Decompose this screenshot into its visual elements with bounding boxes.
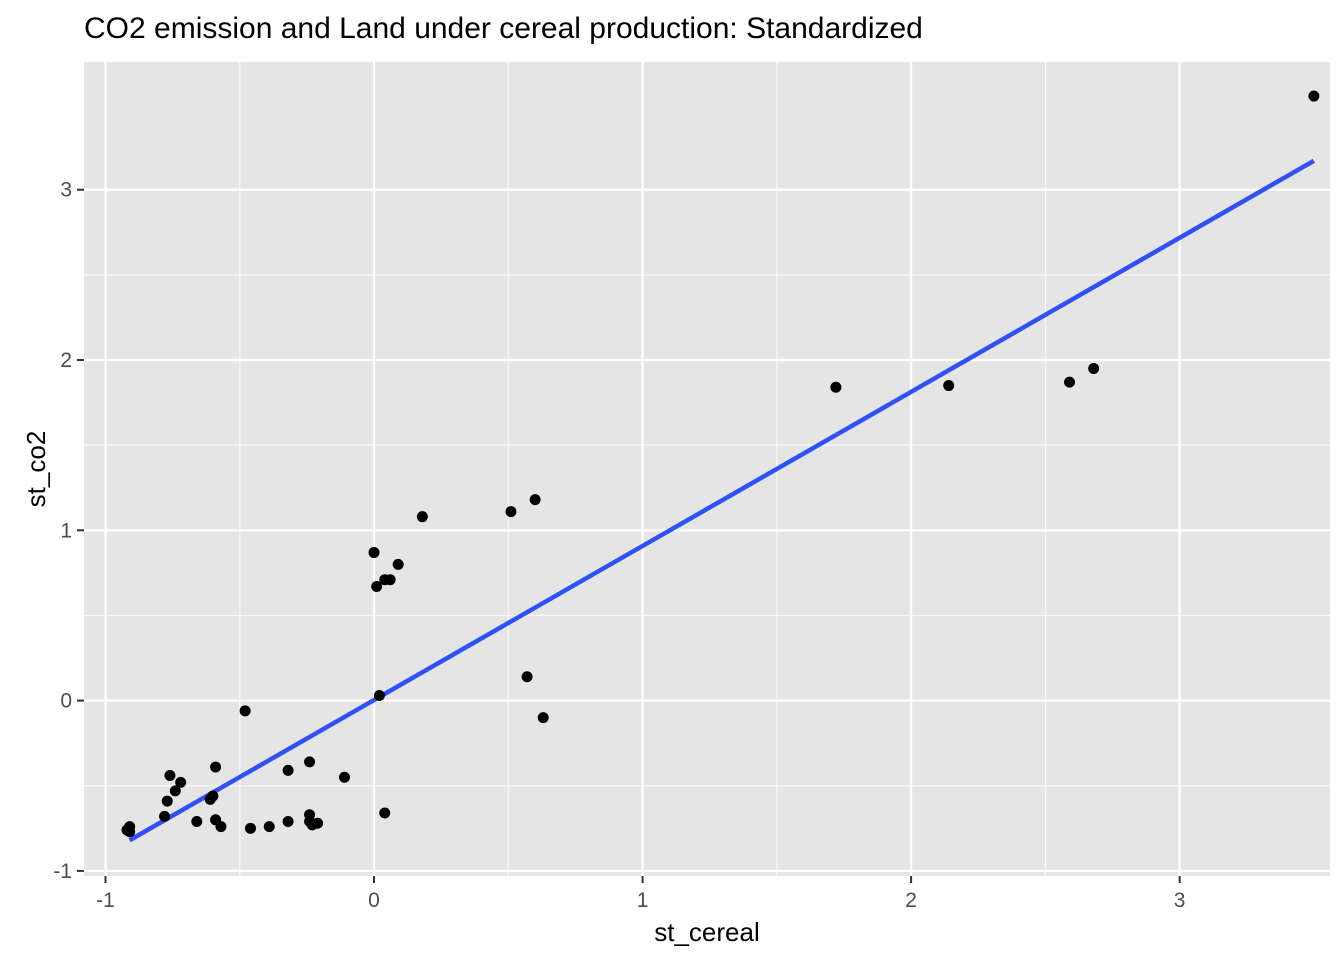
data-point: [215, 821, 227, 833]
data-point: [379, 807, 391, 819]
y-tick-label: 0: [60, 690, 72, 713]
data-point: [1308, 90, 1320, 102]
x-tick-label: 1: [637, 889, 649, 912]
data-point: [373, 689, 385, 701]
data-point: [537, 712, 549, 724]
data-point: [312, 817, 324, 829]
data-point: [161, 795, 173, 807]
y-tick-label: -1: [53, 860, 72, 883]
data-point: [505, 506, 517, 518]
x-axis: -1 0 1 2 3: [96, 876, 1185, 912]
y-tick-label: 1: [60, 519, 72, 542]
data-point: [282, 816, 294, 828]
x-tick-label: 2: [905, 889, 917, 912]
data-point: [164, 770, 176, 782]
data-point: [1064, 376, 1076, 388]
data-point: [368, 546, 380, 558]
x-tick-label: 3: [1174, 889, 1186, 912]
data-point: [263, 821, 275, 833]
data-point: [371, 581, 383, 593]
y-axis-title: st_co2: [21, 431, 51, 508]
y-axis: -1 0 1 2 3: [53, 179, 84, 883]
x-tick-label: 0: [368, 889, 380, 912]
data-point: [416, 511, 428, 523]
chart-title: CO2 emission and Land under cereal produ…: [84, 12, 923, 45]
regression-line: [128, 158, 1316, 843]
plot-panel: [84, 62, 1330, 876]
data-point: [392, 558, 404, 570]
data-point: [210, 761, 222, 773]
data-point: [529, 494, 541, 506]
data-point: [304, 756, 316, 768]
data-point: [124, 826, 136, 838]
data-point: [943, 380, 955, 392]
data-point: [175, 776, 187, 788]
data-point: [282, 764, 294, 776]
x-tick-label: -1: [96, 889, 115, 912]
data-point: [1088, 363, 1100, 375]
data-point: [239, 705, 251, 717]
y-tick-label: 3: [60, 179, 72, 202]
point-layer: [121, 90, 1320, 838]
data-point: [830, 381, 842, 393]
data-point: [169, 785, 181, 797]
data-point: [338, 771, 350, 783]
minor-gridlines: [84, 62, 1330, 876]
data-point: [159, 810, 171, 822]
major-gridlines: [84, 62, 1330, 876]
data-point: [191, 816, 203, 828]
data-point: [384, 574, 396, 586]
data-point: [244, 822, 256, 834]
data-point: [204, 793, 216, 805]
fit-line-layer: [128, 158, 1316, 843]
data-point: [521, 671, 533, 683]
y-tick-label: 2: [60, 349, 72, 372]
x-axis-title: st_cereal: [654, 917, 760, 947]
